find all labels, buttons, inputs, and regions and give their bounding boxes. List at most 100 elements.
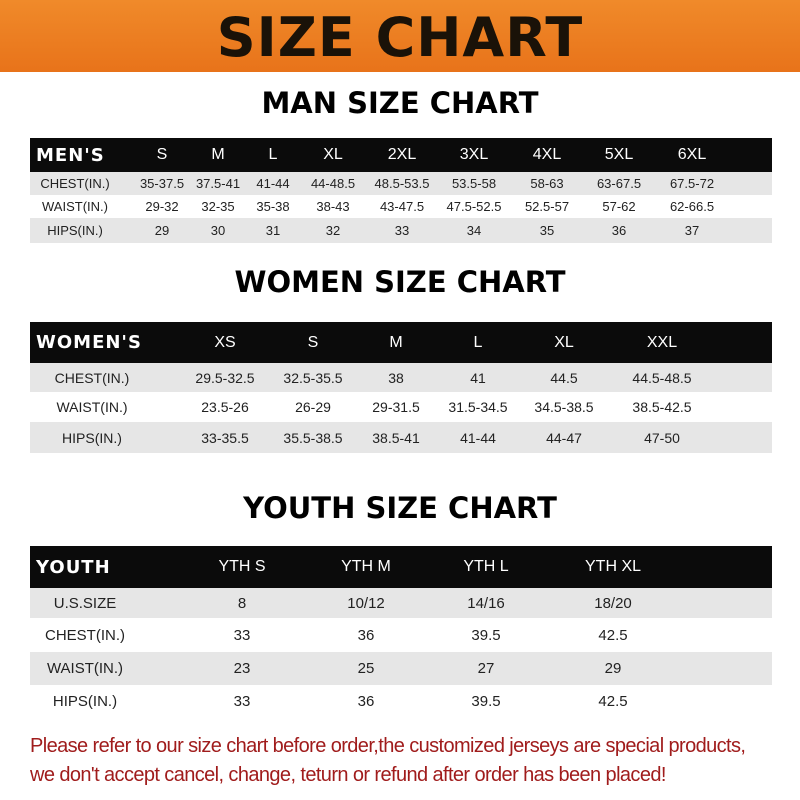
measurement-cell: 39.5 bbox=[471, 692, 501, 710]
row-label: U.S.SIZE bbox=[53, 594, 117, 612]
measurement-cell: 33 bbox=[233, 626, 251, 644]
measurement-cell: 35 bbox=[539, 223, 555, 238]
size-header: M bbox=[211, 146, 225, 163]
table-header-row: MEN'S S M L XL 2XL 3XL 4XL 5XL 6XL bbox=[30, 138, 772, 172]
table-row: HIPS(IN.) 33-35.5 35.5-38.5 38.5-41 41-44 44-… bbox=[30, 422, 772, 453]
measurement-cell: 42.5 bbox=[598, 626, 628, 644]
measurement-cell: 42.5 bbox=[598, 692, 628, 710]
measurement-cell: 43-47.5 bbox=[379, 199, 425, 214]
measurement-cell: 38.5-42.5 bbox=[632, 399, 692, 415]
measurement-cell: 29-31.5 bbox=[372, 399, 420, 415]
measurement-cell: 36 bbox=[357, 626, 375, 644]
size-header: 2XL bbox=[387, 146, 417, 163]
measurement-cell: 30 bbox=[210, 223, 226, 238]
measurement-cell: 47.5-52.5 bbox=[446, 199, 502, 214]
measurement-cell: 53.5-58 bbox=[451, 176, 497, 191]
measurement-cell: 34.5-38.5 bbox=[534, 399, 594, 415]
size-header: YTH S bbox=[218, 558, 266, 575]
table-row: CHEST(IN.) 33 36 39.5 42.5 bbox=[30, 618, 772, 652]
measurement-cell: 41-44 bbox=[460, 429, 496, 446]
measurement-cell: 29.5-32.5 bbox=[195, 369, 255, 386]
measurement-cell: 38 bbox=[388, 369, 404, 386]
youth-size-table: YOUTH YTH S YTH M YTH L YTH XL U.S.SIZE 8 10/12… bbox=[30, 546, 772, 717]
size-header: YTH L bbox=[463, 558, 509, 575]
measurement-cell: 36 bbox=[611, 223, 627, 238]
measurement-cell: 52.5-57 bbox=[524, 199, 570, 214]
men-size-table: MEN'S S M L XL 2XL 3XL 4XL 5XL 6XL CHEST(IN.) 35-37… bbox=[30, 138, 772, 243]
table-title-cell: WOMEN'S bbox=[36, 332, 142, 353]
size-header: L bbox=[473, 333, 483, 351]
size-header: XXL bbox=[646, 333, 678, 351]
measurement-cell: 39.5 bbox=[471, 626, 501, 644]
size-header: YTH M bbox=[341, 558, 391, 575]
order-notice: Please refer to our size chart before or… bbox=[30, 732, 790, 790]
table-row: WAIST(IN.) 23.5-26 26-29 29-31.5 31.5-34.5 34… bbox=[30, 392, 772, 422]
measurement-cell: 44-48.5 bbox=[310, 176, 356, 191]
notice-line-2: we don't accept cancel, change, teturn o… bbox=[30, 764, 666, 786]
measurement-cell: 37.5-41 bbox=[195, 176, 241, 191]
size-header: 5XL bbox=[604, 146, 634, 163]
measurement-cell: 38-43 bbox=[316, 199, 350, 214]
men-section-title: MAN SIZE CHART bbox=[261, 86, 539, 120]
page-title: SIZE CHART bbox=[216, 6, 584, 69]
row-label: WAIST(IN.) bbox=[42, 199, 108, 214]
table-row: HIPS(IN.) 33 36 39.5 42.5 bbox=[30, 685, 772, 717]
measurement-cell: 10/12 bbox=[347, 594, 385, 612]
size-header: 6XL bbox=[677, 146, 707, 163]
measurement-cell: 18/20 bbox=[594, 594, 632, 612]
row-label: WAIST(IN.) bbox=[46, 660, 124, 677]
measurement-cell: 29 bbox=[604, 660, 622, 677]
table-title-cell: MEN'S bbox=[36, 144, 105, 166]
size-header: M bbox=[389, 333, 403, 351]
measurement-cell: 47-50 bbox=[644, 429, 680, 446]
row-label: HIPS(IN.) bbox=[47, 223, 103, 238]
size-header: XL bbox=[323, 146, 343, 163]
measurement-cell: 26-29 bbox=[295, 399, 331, 415]
measurement-cell: 35-37.5 bbox=[139, 176, 185, 191]
measurement-cell: 33 bbox=[233, 692, 251, 710]
women-section-title: WOMEN SIZE CHART bbox=[234, 265, 566, 299]
measurement-cell: 8 bbox=[237, 594, 247, 612]
measurement-cell: 27 bbox=[477, 660, 495, 677]
measurement-cell: 29 bbox=[154, 223, 170, 238]
row-label: CHEST(IN.) bbox=[45, 626, 125, 644]
size-header: 4XL bbox=[532, 146, 562, 163]
measurement-cell: 32 bbox=[325, 223, 341, 238]
row-label: WAIST(IN.) bbox=[56, 399, 128, 415]
row-label: CHEST(IN.) bbox=[40, 176, 110, 191]
measurement-cell: 31.5-34.5 bbox=[448, 399, 508, 415]
measurement-cell: 44.5-48.5 bbox=[632, 369, 692, 386]
size-header: L bbox=[268, 146, 278, 163]
measurement-cell: 35.5-38.5 bbox=[283, 429, 343, 446]
measurement-cell: 57-62 bbox=[602, 199, 636, 214]
title-banner: SIZE CHART bbox=[0, 0, 800, 72]
table-row: CHEST(IN.) 35-37.5 37.5-41 41-44 44-48.5 48.5… bbox=[30, 172, 772, 195]
measurement-cell: 48.5-53.5 bbox=[374, 176, 430, 191]
youth-section-title: YOUTH SIZE CHART bbox=[243, 491, 557, 525]
measurement-cell: 36 bbox=[357, 692, 375, 710]
measurement-cell: 14/16 bbox=[467, 594, 505, 612]
measurement-cell: 41-44 bbox=[256, 176, 290, 191]
table-header-row: WOMEN'S XS S M L XL XXL bbox=[30, 322, 772, 363]
table-header-row: YOUTH YTH S YTH M YTH L YTH XL bbox=[30, 546, 772, 588]
measurement-cell: 35-38 bbox=[256, 199, 290, 214]
measurement-cell: 33-35.5 bbox=[201, 429, 249, 446]
measurement-cell: 31 bbox=[265, 223, 281, 238]
size-header: YTH XL bbox=[584, 558, 642, 575]
row-label: HIPS(IN.) bbox=[62, 429, 122, 446]
measurement-cell: 38.5-41 bbox=[372, 429, 420, 446]
notice-line-1: Please refer to our size chart before or… bbox=[30, 735, 746, 757]
size-header: 3XL bbox=[459, 146, 489, 163]
measurement-cell: 62-66.5 bbox=[669, 199, 715, 214]
size-header: S bbox=[307, 333, 319, 351]
table-row: CHEST(IN.) 29.5-32.5 32.5-35.5 38 41 44.5 44.5… bbox=[30, 363, 772, 392]
size-header: XS bbox=[214, 333, 236, 351]
measurement-cell: 33 bbox=[394, 223, 410, 238]
measurement-cell: 23.5-26 bbox=[201, 399, 249, 415]
row-label: HIPS(IN.) bbox=[52, 692, 118, 710]
measurement-cell: 32-35 bbox=[201, 199, 235, 214]
measurement-cell: 25 bbox=[357, 660, 375, 677]
measurement-cell: 32.5-35.5 bbox=[283, 369, 343, 386]
table-title-cell: YOUTH bbox=[36, 556, 111, 578]
table-row: U.S.SIZE 8 10/12 14/16 18/20 bbox=[30, 588, 772, 618]
